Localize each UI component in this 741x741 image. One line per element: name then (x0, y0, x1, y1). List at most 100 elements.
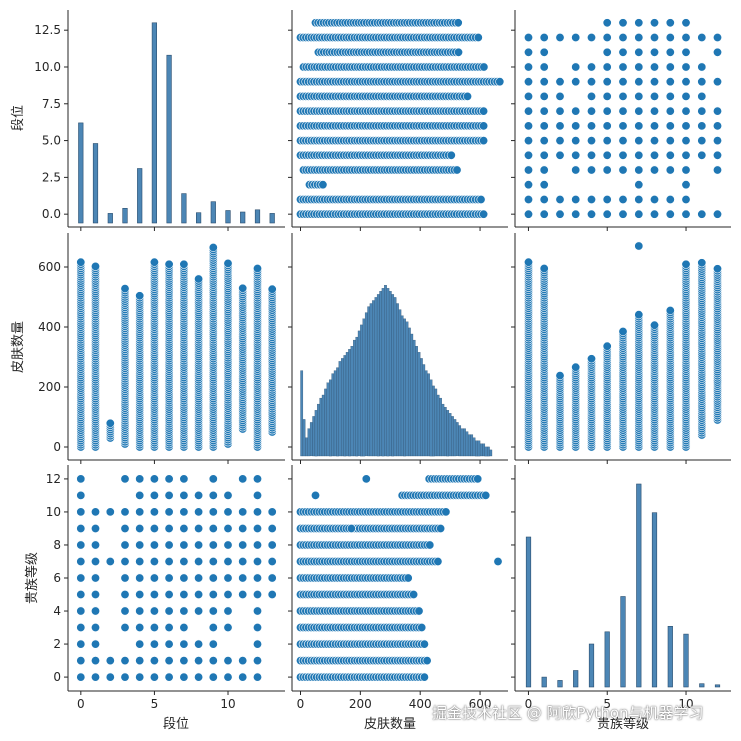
data-point (105, 507, 115, 517)
data-point (208, 490, 218, 500)
data-point (571, 362, 581, 372)
data-point (602, 32, 612, 42)
data-point (149, 257, 159, 267)
data-point (634, 91, 644, 101)
data-point (602, 150, 612, 160)
data-point (267, 540, 277, 550)
data-point (253, 474, 263, 484)
hist-bar (196, 212, 202, 224)
x-tick-label: 0 (297, 697, 305, 711)
data-point (618, 165, 628, 175)
data-point (194, 589, 204, 599)
data-point (712, 77, 722, 87)
y-tick-label: 5.0 (42, 134, 61, 148)
data-point (91, 656, 101, 666)
data-point (634, 165, 644, 175)
data-point (473, 474, 483, 484)
data-point (634, 47, 644, 57)
data-point (586, 32, 596, 42)
hist-bar (307, 428, 311, 457)
data-point (223, 490, 233, 500)
data-point (634, 77, 644, 87)
y-tick-label: 7.5 (42, 97, 61, 111)
data-point (91, 523, 101, 533)
hist-bar (314, 410, 318, 457)
hist-bar (620, 596, 626, 688)
data-point (602, 209, 612, 219)
hist-bar (427, 373, 430, 457)
data-point (539, 91, 549, 101)
data-point (681, 259, 691, 269)
data-point (164, 259, 174, 269)
hist-bar (470, 434, 474, 457)
data-point (208, 474, 218, 484)
data-point (681, 47, 691, 57)
data-point (91, 556, 101, 566)
hist-bar (324, 388, 327, 457)
data-point (586, 77, 596, 87)
data-point (618, 195, 628, 205)
data-point (135, 507, 145, 517)
data-point (76, 490, 86, 500)
x-tick-label: 200 (349, 697, 372, 711)
data-point (135, 589, 145, 599)
hist-bar (396, 303, 399, 457)
data-point (649, 121, 659, 131)
data-point (523, 106, 533, 116)
data-point (523, 180, 533, 190)
data-point (238, 672, 248, 682)
hist-bar (424, 370, 428, 457)
data-point (681, 62, 691, 72)
hist-bar (372, 300, 375, 457)
data-point (253, 672, 263, 682)
y-tick-label: 0 (53, 440, 61, 454)
data-point (539, 195, 549, 205)
data-point (618, 91, 628, 101)
hist-bar (475, 440, 478, 457)
data-point (194, 507, 204, 517)
data-point (267, 573, 277, 583)
x-tick-label: 5 (151, 697, 159, 711)
data-point (479, 121, 489, 131)
data-point (555, 77, 565, 87)
hist-bar (472, 437, 476, 457)
data-point (179, 259, 189, 269)
data-point (453, 18, 463, 28)
data-point (665, 209, 675, 219)
data-point (149, 672, 159, 682)
data-point (346, 523, 356, 533)
data-point (120, 622, 130, 632)
data-point (76, 606, 86, 616)
data-point (425, 540, 435, 550)
hist-bar (386, 288, 390, 457)
data-point (120, 523, 130, 533)
x-axis-label: 段位 (163, 717, 189, 732)
hist-bar (357, 330, 361, 457)
hist-bar (78, 122, 84, 224)
data-point (586, 209, 596, 219)
hist-bar (333, 370, 337, 457)
data-point (712, 47, 722, 57)
data-point (649, 47, 659, 57)
data-point (681, 106, 691, 116)
data-point (602, 18, 612, 28)
scatter-skins-vs-rank (295, 18, 505, 219)
data-point (618, 62, 628, 72)
data-point (441, 507, 451, 517)
data-point (135, 291, 145, 301)
data-point (681, 165, 691, 175)
data-point (634, 195, 644, 205)
data-point (149, 573, 159, 583)
data-point (634, 18, 644, 28)
data-point (571, 32, 581, 42)
data-point (665, 91, 675, 101)
data-point (523, 121, 533, 131)
data-point (571, 150, 581, 160)
data-point (223, 589, 233, 599)
data-point (634, 209, 644, 219)
hist-bar (362, 318, 366, 457)
hist-bar (651, 512, 658, 688)
hist-bar (482, 443, 486, 457)
hist-bar (400, 315, 404, 457)
data-point (76, 672, 86, 682)
